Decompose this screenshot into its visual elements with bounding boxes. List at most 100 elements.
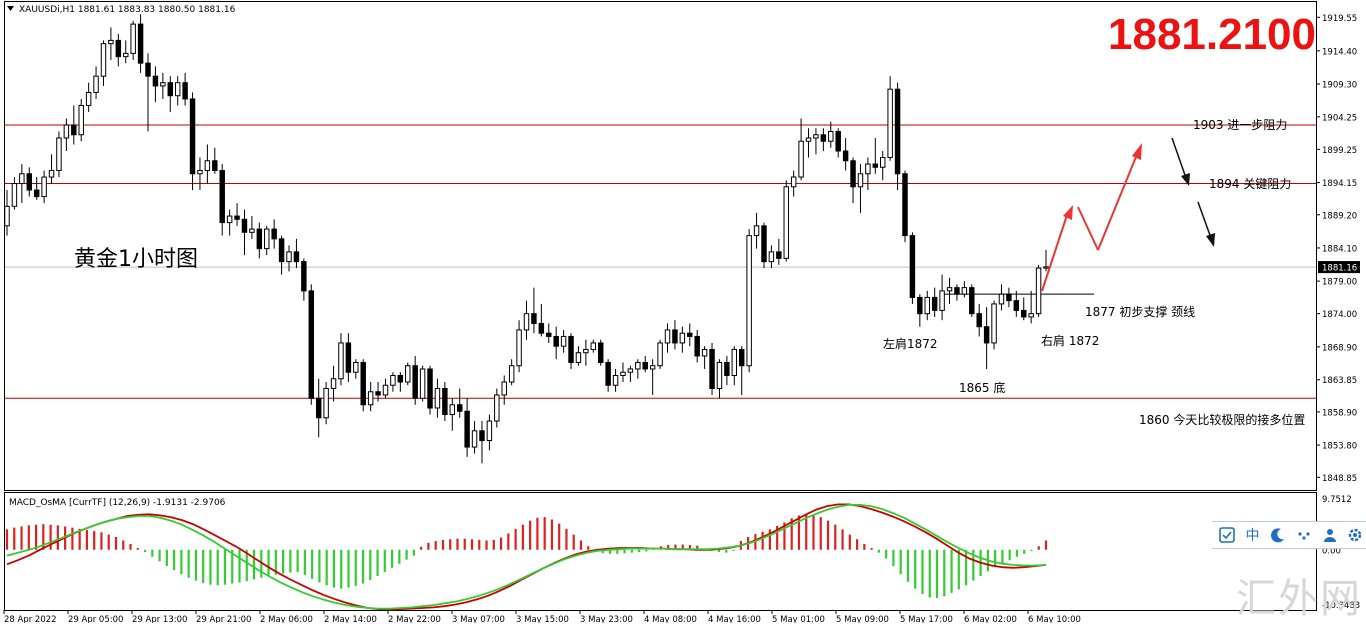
candle-body [130,23,136,54]
candle-body [241,218,248,233]
candle [1006,287,1012,308]
candle [1035,264,1042,317]
candle-body [664,329,671,344]
candle-body [63,124,70,139]
candle [108,27,114,60]
candle-body [738,348,745,367]
red-arrowhead-1 [1063,205,1073,220]
candle [635,359,641,379]
candle [679,326,686,353]
bottom-label: 1865 底 [959,380,1005,395]
candle-body [872,163,879,168]
candle [597,339,604,366]
candle [605,359,611,392]
candle-body [219,170,225,224]
candle-body [709,348,715,389]
chinese-input-icon[interactable]: 中 [1245,528,1260,544]
candle [657,339,663,369]
moon-icon[interactable] [1267,524,1289,546]
candle-body [761,225,767,263]
price-tick-label: 1914.40 [1322,47,1357,57]
candle-body [308,290,315,399]
candle-body [850,160,856,188]
candle [33,177,40,200]
candle [212,147,218,174]
candle-body [620,371,626,376]
candle [664,323,671,353]
candle-body [315,397,322,419]
candle [887,76,893,161]
projection-arrows [1041,137,1215,292]
candle [805,128,812,158]
candle-body [583,348,589,354]
candle [63,118,70,152]
candle-body [160,82,166,87]
candle-body [197,170,203,175]
time-tick-label: 3 May 23:00 [580,615,633,623]
candle-body [226,215,233,224]
candle [553,326,559,360]
left-shoulder-label: 左肩1872 [883,336,938,351]
red-projection-arrow-down [1077,206,1099,251]
dropdown-triangle-icon[interactable] [7,6,14,11]
candle-body [405,365,411,383]
candle [100,40,107,86]
price-tick-label: 1889.20 [1322,211,1357,221]
time-tick-label: 5 May 17:00 [900,615,953,623]
candle-body [278,238,285,263]
user-icon[interactable] [1319,524,1341,546]
candle [48,154,55,184]
candle-body [880,157,886,168]
gear-icon[interactable] [1344,524,1366,546]
time-tick-label: 3 May 15:00 [516,615,569,623]
candle [694,329,700,363]
candle [182,72,188,106]
candle [434,378,441,418]
candle-body [100,43,107,77]
checkbox-icon[interactable] [1216,524,1238,546]
candle-body [798,140,804,178]
candle [701,346,708,369]
candle [894,82,901,191]
time-tick-label: 2 May 06:00 [260,615,313,623]
time-tick-label: 3 May 07:00 [452,615,505,623]
time-tick-label: 2 May 14:00 [324,615,377,623]
big-price-label: 1881.2100 [1108,10,1316,59]
candle [241,209,248,256]
candle [865,157,871,191]
candle [234,203,240,226]
candle [998,284,1005,311]
candle [709,342,715,396]
chart-title-label: 黄金1小时图 [74,247,198,272]
candle [145,53,151,132]
candle [197,157,203,191]
candle [538,303,545,337]
candle-body [954,287,960,295]
price-tick-label: 1884.10 [1322,244,1357,254]
candle [308,284,315,405]
candle-body [813,134,819,139]
candle-body [56,137,62,172]
candle [724,355,730,386]
candle [397,372,404,392]
candle-body [627,368,634,373]
candle-body [286,251,292,263]
candle-body [323,387,329,419]
candle-body [442,387,448,416]
candle [456,388,463,418]
dots-icon[interactable] [1293,524,1315,546]
macd-pane-border [4,492,1317,611]
candle-body [605,361,611,386]
candle [828,121,834,148]
candle-body [835,130,841,152]
candle-body [516,329,522,367]
candle-body [716,361,723,389]
candle [872,137,879,174]
time-tick-label: 4 May 16:00 [708,615,761,623]
candle [776,238,782,265]
macd-lines [6,503,1047,611]
candle [26,167,32,197]
candle-body [894,88,901,175]
candle-body [449,404,456,416]
